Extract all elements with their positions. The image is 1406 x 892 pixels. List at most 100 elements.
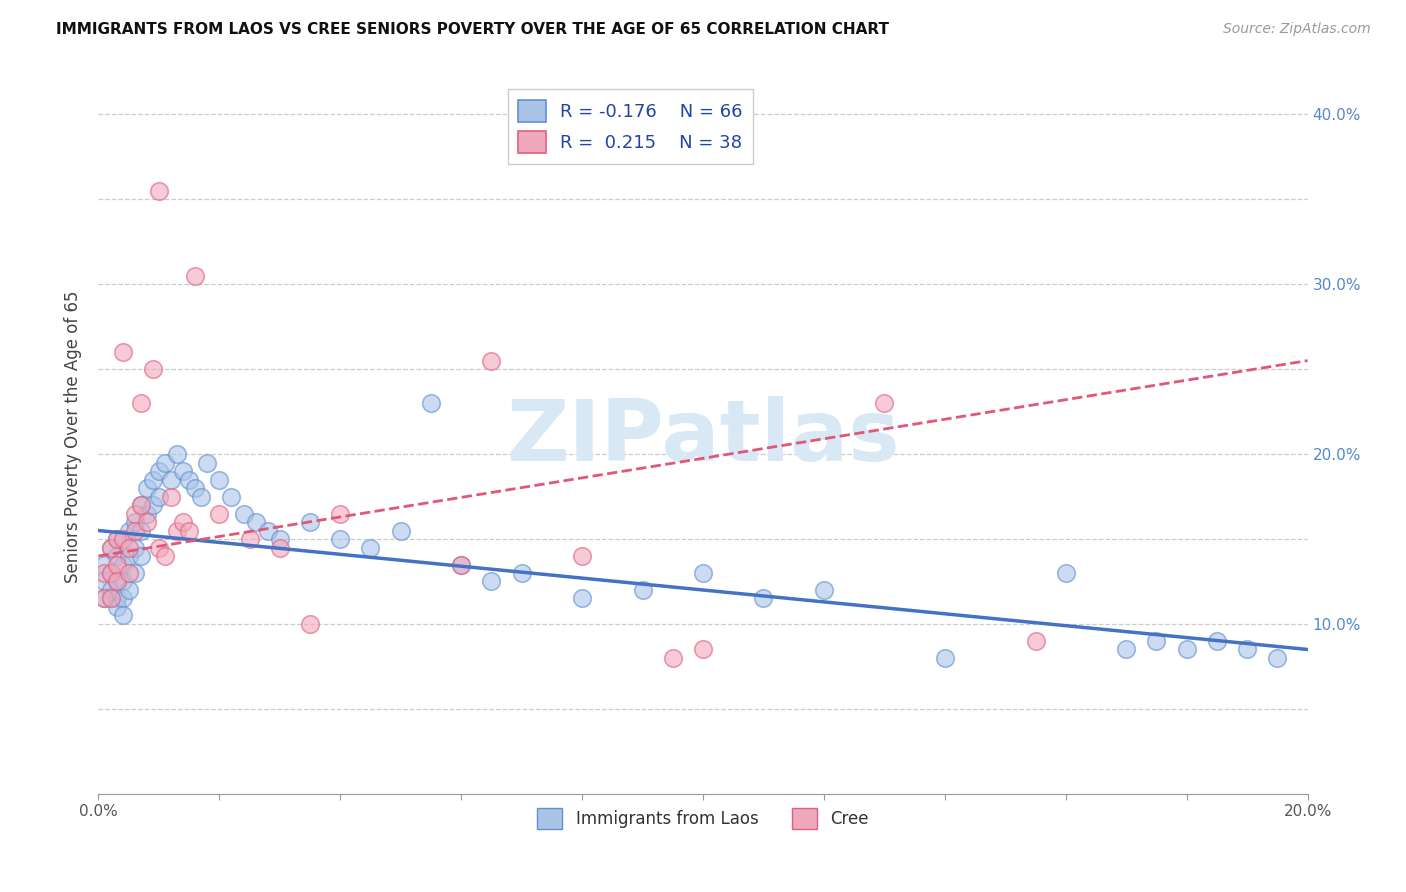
Immigrants from Laos — [124, 541, 146, 555]
Cree — [571, 549, 593, 563]
Immigrants from Laos — [124, 515, 146, 529]
Immigrants from Laos — [142, 473, 165, 487]
Immigrants from Laos — [105, 599, 128, 614]
Immigrants from Laos — [360, 541, 382, 555]
Cree — [172, 515, 194, 529]
Immigrants from Laos — [195, 456, 218, 470]
Immigrants from Laos — [692, 566, 714, 580]
Immigrants from Laos — [245, 515, 267, 529]
Immigrants from Laos — [934, 651, 956, 665]
Cree — [179, 524, 201, 538]
Immigrants from Laos — [752, 591, 775, 606]
Immigrants from Laos — [105, 549, 128, 563]
Immigrants from Laos — [269, 532, 291, 546]
Immigrants from Laos — [571, 591, 593, 606]
Immigrants from Laos — [631, 582, 654, 597]
Cree — [118, 566, 141, 580]
Text: ZIPatlas: ZIPatlas — [506, 395, 900, 479]
Immigrants from Laos — [172, 464, 194, 478]
Immigrants from Laos — [813, 582, 835, 597]
Immigrants from Laos — [111, 558, 134, 572]
Cree — [481, 353, 503, 368]
Cree — [105, 574, 128, 589]
Cree — [269, 541, 291, 555]
Cree — [100, 541, 122, 555]
Immigrants from Laos — [389, 524, 412, 538]
Cree — [239, 532, 262, 546]
Cree — [100, 566, 122, 580]
Immigrants from Laos — [190, 490, 212, 504]
Immigrants from Laos — [105, 574, 128, 589]
Immigrants from Laos — [1267, 651, 1289, 665]
Cree — [166, 524, 188, 538]
Immigrants from Laos — [129, 498, 152, 512]
Immigrants from Laos — [153, 456, 176, 470]
Immigrants from Laos — [129, 549, 152, 563]
Cree — [873, 396, 896, 410]
Immigrants from Laos — [148, 490, 170, 504]
Immigrants from Laos — [232, 507, 254, 521]
Y-axis label: Seniors Poverty Over the Age of 65: Seniors Poverty Over the Age of 65 — [65, 291, 83, 583]
Cree — [105, 558, 128, 572]
Cree — [148, 184, 170, 198]
Immigrants from Laos — [256, 524, 278, 538]
Immigrants from Laos — [160, 473, 183, 487]
Legend: Immigrants from Laos, Cree: Immigrants from Laos, Cree — [530, 802, 876, 836]
Immigrants from Laos — [299, 515, 322, 529]
Immigrants from Laos — [100, 566, 122, 580]
Immigrants from Laos — [105, 532, 128, 546]
Immigrants from Laos — [111, 591, 134, 606]
Immigrants from Laos — [148, 464, 170, 478]
Immigrants from Laos — [1175, 642, 1198, 657]
Immigrants from Laos — [93, 558, 115, 572]
Cree — [118, 541, 141, 555]
Immigrants from Laos — [100, 541, 122, 555]
Cree — [129, 498, 152, 512]
Immigrants from Laos — [93, 574, 115, 589]
Immigrants from Laos — [450, 558, 472, 572]
Cree — [124, 507, 146, 521]
Immigrants from Laos — [1144, 634, 1167, 648]
Cree — [692, 642, 714, 657]
Immigrants from Laos — [481, 574, 503, 589]
Immigrants from Laos — [93, 591, 115, 606]
Cree — [111, 532, 134, 546]
Immigrants from Laos — [129, 524, 152, 538]
Immigrants from Laos — [105, 591, 128, 606]
Immigrants from Laos — [100, 582, 122, 597]
Immigrants from Laos — [100, 591, 122, 606]
Cree — [160, 490, 183, 504]
Cree — [208, 507, 231, 521]
Immigrants from Laos — [1115, 642, 1137, 657]
Immigrants from Laos — [329, 532, 352, 546]
Immigrants from Laos — [111, 608, 134, 623]
Cree — [135, 515, 157, 529]
Immigrants from Laos — [1236, 642, 1258, 657]
Cree — [329, 507, 352, 521]
Immigrants from Laos — [124, 566, 146, 580]
Immigrants from Laos — [179, 473, 201, 487]
Text: IMMIGRANTS FROM LAOS VS CREE SENIORS POVERTY OVER THE AGE OF 65 CORRELATION CHAR: IMMIGRANTS FROM LAOS VS CREE SENIORS POV… — [56, 22, 889, 37]
Immigrants from Laos — [118, 524, 141, 538]
Immigrants from Laos — [221, 490, 243, 504]
Immigrants from Laos — [118, 549, 141, 563]
Immigrants from Laos — [135, 481, 157, 495]
Immigrants from Laos — [510, 566, 533, 580]
Immigrants from Laos — [142, 498, 165, 512]
Cree — [100, 591, 122, 606]
Cree — [124, 524, 146, 538]
Cree — [153, 549, 176, 563]
Cree — [1024, 634, 1046, 648]
Cree — [142, 362, 165, 376]
Cree — [93, 591, 115, 606]
Immigrants from Laos — [118, 582, 141, 597]
Cree — [184, 268, 207, 283]
Immigrants from Laos — [166, 447, 188, 461]
Immigrants from Laos — [1054, 566, 1077, 580]
Cree — [148, 541, 170, 555]
Cree — [105, 532, 128, 546]
Cree — [111, 345, 134, 359]
Immigrants from Laos — [184, 481, 207, 495]
Cree — [299, 617, 322, 632]
Immigrants from Laos — [420, 396, 443, 410]
